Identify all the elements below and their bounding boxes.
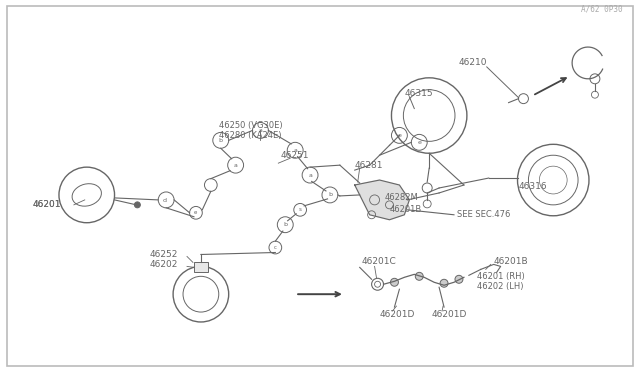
Text: 46281: 46281 bbox=[355, 161, 383, 170]
Text: 46201D: 46201D bbox=[380, 310, 415, 318]
Text: 46280 (KA24E): 46280 (KA24E) bbox=[219, 131, 281, 140]
Text: s: s bbox=[299, 207, 301, 212]
Text: e: e bbox=[417, 140, 421, 145]
Text: 46201D: 46201D bbox=[431, 310, 467, 318]
Circle shape bbox=[415, 272, 423, 280]
Text: 46201: 46201 bbox=[32, 201, 61, 209]
Text: a: a bbox=[308, 173, 312, 177]
Bar bbox=[194, 262, 208, 272]
Text: 46201 (RH): 46201 (RH) bbox=[477, 272, 525, 281]
Circle shape bbox=[134, 202, 140, 208]
Text: b: b bbox=[284, 222, 287, 227]
Text: 46252: 46252 bbox=[149, 250, 178, 259]
Text: e: e bbox=[195, 210, 198, 215]
Text: 46201B: 46201B bbox=[390, 205, 422, 214]
Text: e: e bbox=[397, 133, 401, 138]
Text: a: a bbox=[259, 128, 262, 133]
Text: b: b bbox=[219, 138, 223, 143]
Text: 46316: 46316 bbox=[518, 183, 547, 192]
Polygon shape bbox=[355, 180, 410, 220]
Circle shape bbox=[390, 278, 399, 286]
Text: SEE SEC.476: SEE SEC.476 bbox=[457, 210, 510, 219]
Text: 46210: 46210 bbox=[459, 58, 488, 67]
Text: a: a bbox=[293, 148, 297, 153]
Text: 46315: 46315 bbox=[404, 89, 433, 98]
Text: A/62 0P30: A/62 0P30 bbox=[581, 4, 623, 13]
Text: 46201C: 46201C bbox=[362, 257, 396, 266]
Text: 46201B: 46201B bbox=[493, 257, 528, 266]
Text: 46202: 46202 bbox=[149, 260, 178, 269]
Text: d: d bbox=[162, 198, 166, 203]
Text: 46202 (LH): 46202 (LH) bbox=[477, 282, 524, 291]
Text: 46282M: 46282M bbox=[385, 193, 419, 202]
Circle shape bbox=[440, 279, 448, 287]
Circle shape bbox=[455, 275, 463, 283]
Text: c: c bbox=[274, 245, 277, 250]
Text: a: a bbox=[234, 163, 237, 168]
Text: b: b bbox=[328, 192, 332, 198]
Text: 46201: 46201 bbox=[32, 201, 61, 209]
Text: 46251: 46251 bbox=[280, 151, 308, 160]
Text: 46250 (VG30E): 46250 (VG30E) bbox=[219, 121, 282, 130]
